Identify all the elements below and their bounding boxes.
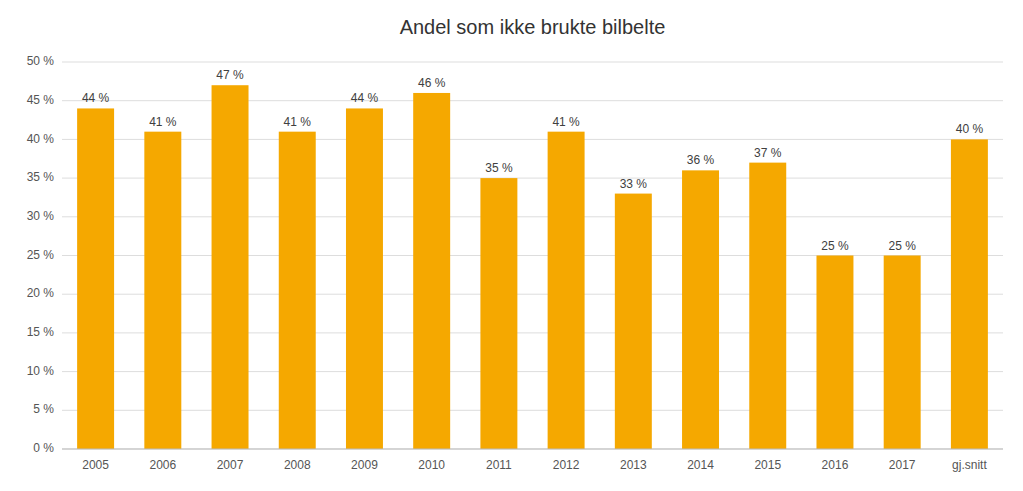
y-axis: 0 % 5 % 10 % 15 % 20 % 25 % 30 % 35 % 40 % 45 % 50… — [27, 54, 1003, 455]
bar — [346, 108, 383, 449]
data-labels: 44 % 41 % 47 % 41 % 44 % 46 % 35 % 41 % 33 % 36 %… — [82, 68, 983, 252]
x-tick-label: 2015 — [754, 458, 781, 472]
data-label: 25 % — [821, 239, 849, 253]
y-tick-label: 0 % — [33, 441, 54, 455]
x-tick-label: 2013 — [620, 458, 647, 472]
grid-line — [62, 332, 1003, 333]
data-label: 44 % — [82, 91, 110, 105]
grid-line — [62, 255, 1003, 256]
y-tick-label: 50 % — [27, 54, 55, 68]
x-tick-label: 2005 — [82, 458, 109, 472]
x-tick-label: 2017 — [889, 458, 916, 472]
grid-line — [62, 410, 1003, 411]
y-tick-label: 15 % — [27, 325, 55, 339]
bar — [548, 132, 585, 449]
bar — [884, 256, 921, 450]
data-label: 33 % — [620, 177, 648, 191]
x-tick-label: gj.snitt — [952, 458, 987, 472]
y-tick-label: 40 % — [27, 132, 55, 146]
x-tick-label: 2009 — [351, 458, 378, 472]
x-axis-line — [62, 449, 1003, 450]
x-tick-label: 2010 — [418, 458, 445, 472]
bar — [615, 194, 652, 449]
data-label: 41 % — [552, 115, 580, 129]
y-tick-label: 25 % — [27, 248, 55, 262]
title: Andel som ikke brukte bilbelte — [400, 16, 666, 38]
data-label: 46 % — [418, 76, 446, 90]
grid-line — [62, 178, 1003, 179]
data-label: 41 % — [284, 115, 312, 129]
grid-line — [62, 371, 1003, 372]
grid-line — [62, 449, 1003, 450]
x-axis: 2005 2006 2007 2008 2009 2010 2011 2012 2013 2014… — [62, 449, 1003, 472]
data-label: 25 % — [888, 239, 916, 253]
data-label: 35 % — [485, 161, 513, 175]
bar — [413, 93, 450, 449]
y-tick-label: 35 % — [27, 170, 55, 184]
data-label: 40 % — [956, 122, 984, 136]
data-label: 37 % — [754, 146, 782, 160]
x-tick-label: 2012 — [553, 458, 580, 472]
bar — [682, 170, 719, 449]
grid-line — [62, 62, 1003, 63]
x-tick-label: 2007 — [217, 458, 244, 472]
x-tick-label: 2006 — [149, 458, 176, 472]
x-tick-label: 2011 — [486, 458, 512, 472]
grid-line — [62, 216, 1003, 217]
y-tick-label: 20 % — [27, 286, 55, 300]
bar — [816, 256, 853, 450]
y-tick-label: 10 % — [27, 364, 55, 378]
bar — [749, 163, 786, 449]
grid-line — [62, 139, 1003, 140]
y-tick-label: 30 % — [27, 209, 55, 223]
grid-line — [62, 294, 1003, 295]
bar — [951, 139, 988, 449]
data-label: 47 % — [216, 68, 244, 82]
data-label: 36 % — [687, 153, 715, 167]
x-tick-label: 2016 — [822, 458, 849, 472]
x-tick-label: 2008 — [284, 458, 311, 472]
chart: Andel som ikke brukte bilbelte 0 % 5 % 10 %… — [0, 0, 1023, 491]
bar — [77, 108, 114, 449]
bar — [212, 85, 249, 449]
x-tick-label: 2014 — [687, 458, 714, 472]
grid-line — [62, 100, 1003, 101]
y-tick-label: 5 % — [33, 402, 54, 416]
bar — [144, 132, 181, 449]
y-tick-label: 45 % — [27, 93, 55, 107]
data-label: 41 % — [149, 115, 177, 129]
bar — [480, 178, 517, 449]
bar — [279, 132, 316, 449]
data-label: 44 % — [351, 91, 379, 105]
bars — [77, 85, 988, 449]
